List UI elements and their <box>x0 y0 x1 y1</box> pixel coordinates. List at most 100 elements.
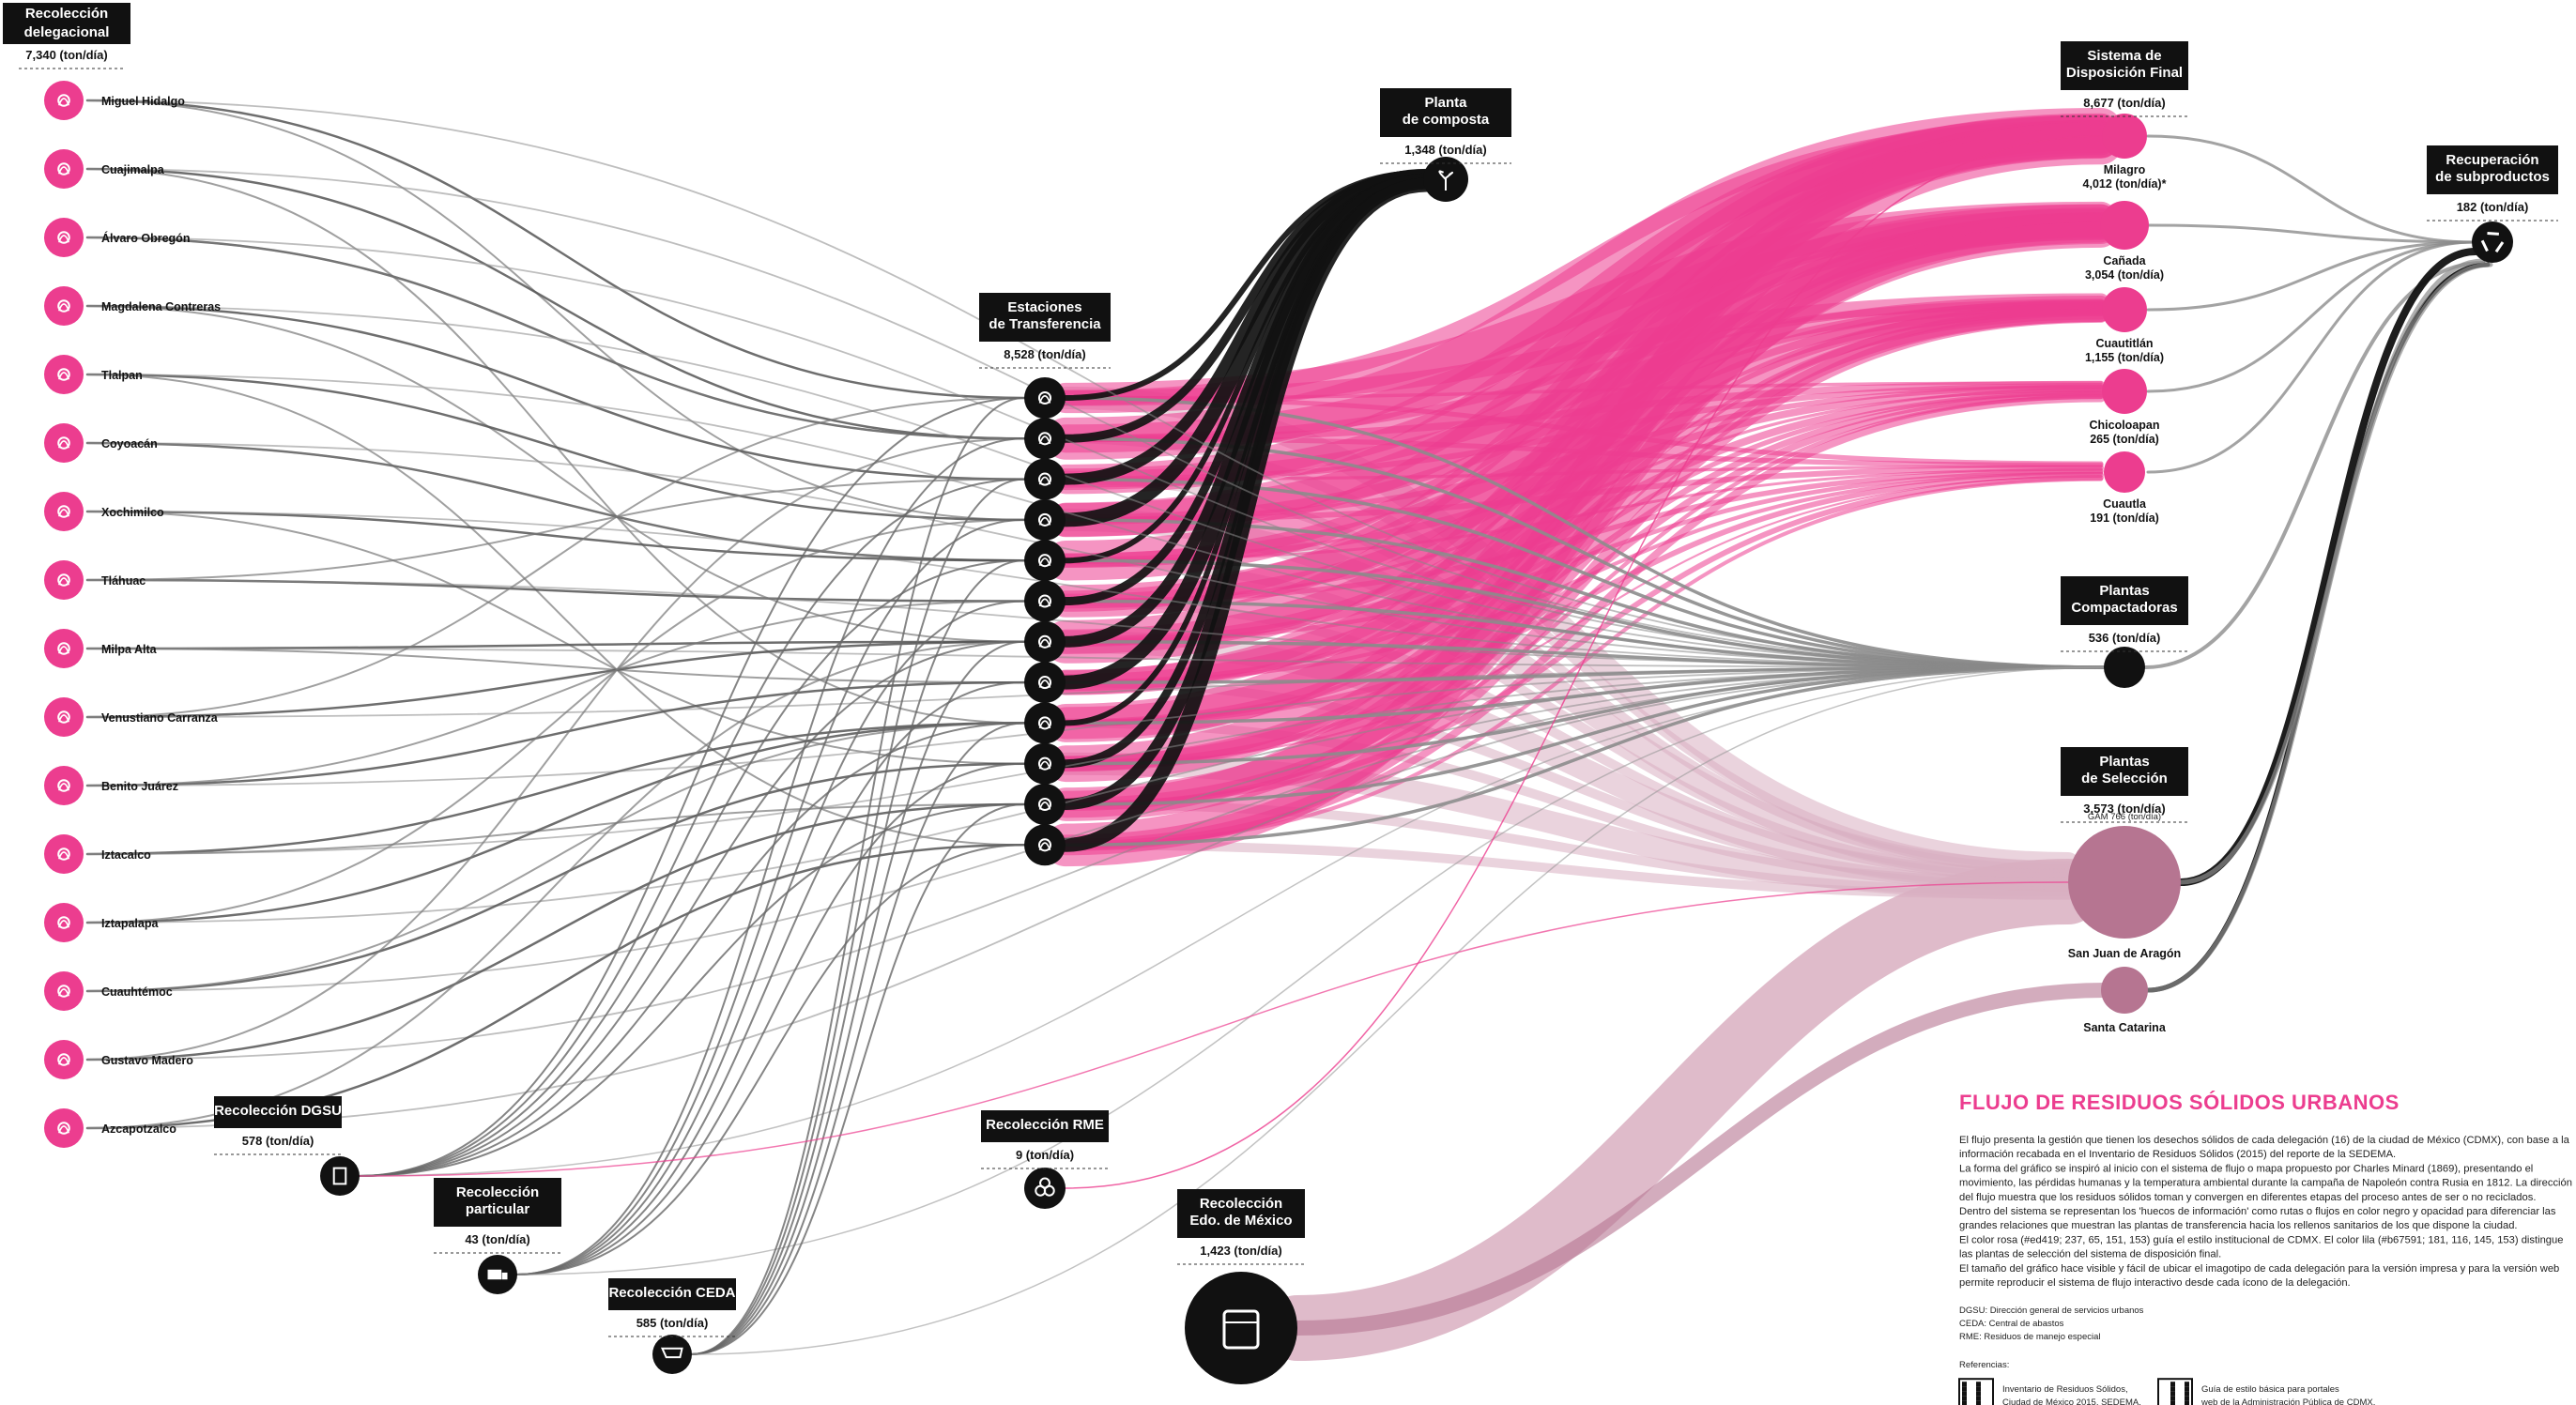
disposal-site[interactable] <box>2102 287 2147 332</box>
delegation-circle[interactable] <box>44 560 84 600</box>
glyph-ring <box>57 779 70 792</box>
delegation-node[interactable] <box>44 834 84 874</box>
recycle-arrow <box>2494 241 2505 253</box>
transfer-station[interactable] <box>1024 498 1066 541</box>
transfer-station[interactable] <box>1024 458 1066 500</box>
delegation-circle[interactable] <box>44 492 84 531</box>
source-node[interactable] <box>652 1335 692 1374</box>
delegation-circle[interactable] <box>44 423 84 463</box>
transfer-station[interactable] <box>1024 702 1066 744</box>
source-node[interactable] <box>1185 1272 1297 1384</box>
flow-disposal-recovery <box>2146 240 2476 393</box>
glyph-mark <box>1038 760 1051 770</box>
transfer-station[interactable] <box>1024 580 1066 622</box>
transfer-station[interactable] <box>1024 620 1066 663</box>
info-paragraph: movimiento, las pérdidas humanas y la te… <box>1959 1178 2572 1189</box>
delegation-circle[interactable] <box>44 903 84 942</box>
selection-san-juan[interactable] <box>2068 826 2181 939</box>
delegation-circle[interactable] <box>44 218 84 257</box>
delegation-circle[interactable] <box>44 697 84 737</box>
flow-source-transfer <box>358 722 1025 1177</box>
delegation-node[interactable] <box>44 1108 84 1148</box>
glyph-mark <box>57 235 70 243</box>
delegation-circle[interactable] <box>44 1108 84 1148</box>
delegation-node[interactable] <box>44 697 84 737</box>
delegation-node[interactable] <box>44 423 84 463</box>
delegation-label: Gustavo Madero <box>101 1054 193 1067</box>
delegation-node[interactable] <box>44 766 84 805</box>
info-abbreviation: CEDA: Central de abastos <box>1959 1319 2064 1329</box>
delegation-circle[interactable] <box>44 286 84 326</box>
recovery-node[interactable] <box>2472 221 2513 263</box>
source-node[interactable] <box>320 1156 360 1196</box>
transfer-station[interactable] <box>1024 742 1066 785</box>
glyph-ring <box>1037 838 1052 852</box>
flow-selection-recovery <box>2177 248 2479 886</box>
grasshopper-icon <box>1037 390 1052 405</box>
delegation-circle[interactable] <box>44 766 84 805</box>
disposal-site[interactable] <box>2102 369 2147 414</box>
glyph-mark <box>1038 598 1051 607</box>
transfer-station[interactable] <box>1024 418 1066 460</box>
delegation-node[interactable] <box>44 971 84 1011</box>
delegation-circle[interactable] <box>44 971 84 1011</box>
transfer-station[interactable] <box>1024 784 1066 825</box>
delegation-circle[interactable] <box>44 149 84 189</box>
glyph-mark <box>1038 435 1051 445</box>
info-paragraph: El flujo presenta la gestión que tienen … <box>1959 1135 2570 1146</box>
delegation-circle[interactable] <box>44 834 84 874</box>
flow-transfer-selection <box>1061 840 2073 899</box>
qr-cell <box>1962 1386 1967 1392</box>
qr-cell <box>2185 1396 2189 1401</box>
delegation-circle[interactable] <box>44 355 84 394</box>
transfer-station[interactable] <box>1024 662 1066 704</box>
delegation-node[interactable] <box>44 903 84 942</box>
delegation-circle[interactable] <box>44 629 84 668</box>
delegation-node[interactable] <box>44 286 84 326</box>
glyph-mark <box>57 166 70 175</box>
disposal-site[interactable] <box>2102 114 2147 159</box>
glyph-mark <box>57 440 70 449</box>
delegation-node[interactable] <box>44 629 84 668</box>
document-icon <box>332 1167 347 1185</box>
disposal-site[interactable] <box>2100 201 2149 250</box>
flow-delegation-transfer <box>86 99 1025 521</box>
delegation-node[interactable] <box>44 560 84 600</box>
source-value: 1,423 (ton/día) <box>1200 1244 1281 1258</box>
qr-cell <box>1962 1400 1967 1405</box>
recycle-arrow <box>2487 231 2499 236</box>
source-header-line: Recolección RME <box>986 1117 1104 1133</box>
compaction-node[interactable] <box>2104 647 2145 688</box>
delegation-node[interactable] <box>44 1040 84 1079</box>
flow-delegation-transfer <box>85 762 1026 993</box>
selection-santa-catarina[interactable] <box>2101 967 2148 1014</box>
delegation-node[interactable] <box>44 355 84 394</box>
info-ref-line: web de la Administración Pública de CDMX… <box>2200 1397 2375 1405</box>
source-header-line: particular <box>466 1201 530 1217</box>
eagle-icon <box>57 985 70 998</box>
delegation-node[interactable] <box>44 81 84 120</box>
glyph-ring <box>57 231 70 244</box>
glyph-mark <box>57 98 70 106</box>
glyph-ring <box>57 642 70 655</box>
transfer-station[interactable] <box>1024 377 1066 419</box>
transfer-station[interactable] <box>1024 540 1066 582</box>
flow-source-transfer <box>690 803 1025 1355</box>
source-header-line: Edo. de México <box>1189 1213 1292 1229</box>
delegation-node[interactable] <box>44 149 84 189</box>
delegation-node[interactable] <box>44 218 84 257</box>
transfer-station[interactable] <box>1024 824 1066 866</box>
delegation-label: Miguel Hidalgo <box>101 95 185 108</box>
qr-cell <box>2185 1400 2189 1405</box>
flow-source-transfer <box>515 518 1025 1275</box>
flow-delegation-compaction <box>86 666 2105 992</box>
glyph-ring <box>1037 594 1052 608</box>
delegation-circle[interactable] <box>44 81 84 120</box>
flow-delegation-compaction <box>86 305 2105 668</box>
disposal-site[interactable] <box>2104 451 2145 493</box>
delegation-circle[interactable] <box>44 1040 84 1079</box>
flow-delegation-transfer <box>85 510 1026 562</box>
delegation-node[interactable] <box>44 492 84 531</box>
glyph-mark <box>57 714 70 723</box>
